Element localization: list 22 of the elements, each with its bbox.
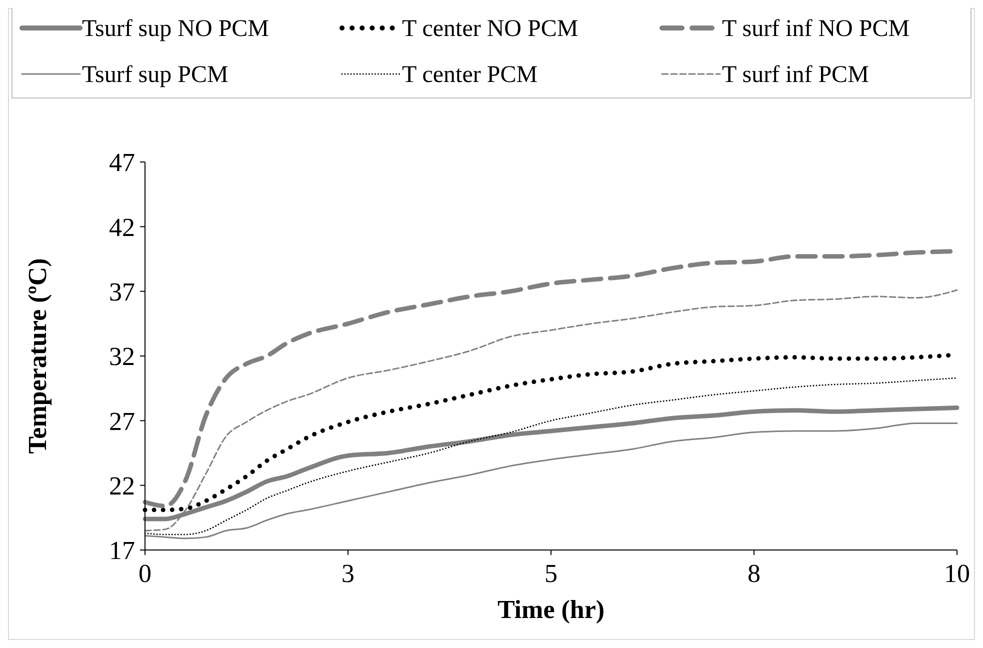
x-tick-label: 8 <box>748 559 760 588</box>
y-tick-label: 37 <box>109 277 135 306</box>
line-series <box>144 289 958 532</box>
line-series <box>144 422 958 540</box>
y-tick-label: 42 <box>109 212 135 242</box>
y-axis-title: Temperature (ºC) <box>23 258 52 454</box>
legend-label: T center NO PCM <box>402 16 578 42</box>
y-tick-label: 27 <box>109 406 135 436</box>
y-tick-label: 47 <box>109 148 135 178</box>
x-axis-title: Time (hr) <box>497 595 605 624</box>
x-tick-label: 0 <box>138 559 152 588</box>
x-tick-label: 3 <box>342 559 354 588</box>
legend-label: T surf inf PCM <box>722 62 869 88</box>
y-tick-label: 32 <box>109 342 135 372</box>
x-tick-label: 5 <box>544 559 558 588</box>
legend-label: T center PCM <box>402 62 538 88</box>
legend-label: Tsurf sup NO PCM <box>82 16 270 42</box>
y-tick-label: 22 <box>109 471 135 500</box>
legend-label: Tsurf sup PCM <box>82 62 228 88</box>
x-tick-label: 10 <box>944 559 970 588</box>
legend-label: T surf inf NO PCM <box>722 16 910 42</box>
y-tick-label: 17 <box>109 536 135 566</box>
